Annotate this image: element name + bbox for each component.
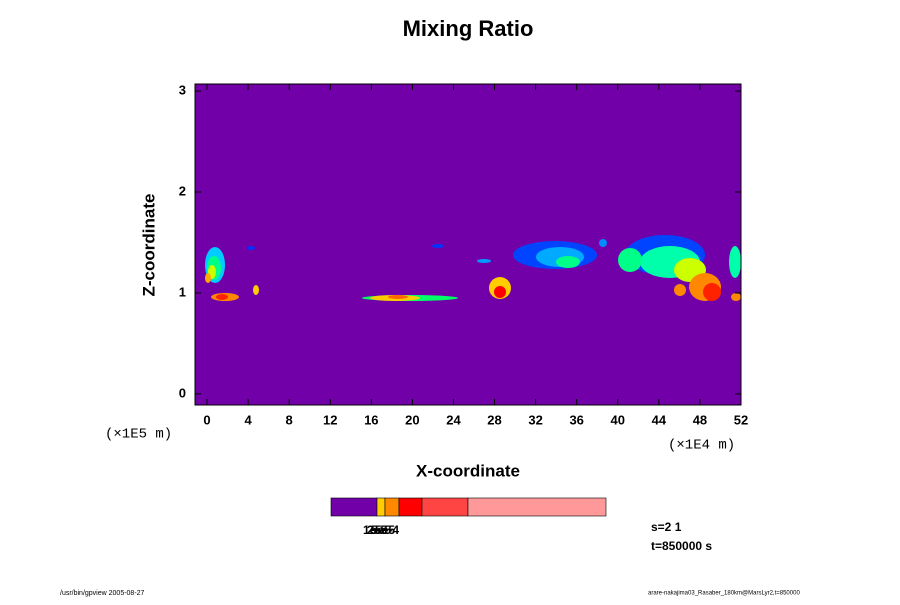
y-tick-label: 0 bbox=[179, 385, 186, 400]
colorbar-segment bbox=[376, 497, 386, 517]
x-tick-label: 0 bbox=[203, 412, 210, 427]
x-tick-label: 4 bbox=[244, 412, 252, 427]
field-feature bbox=[432, 244, 444, 248]
y-tick-label: 3 bbox=[179, 83, 186, 98]
x-tick-label: 52 bbox=[734, 412, 748, 427]
x-tick-label: 32 bbox=[528, 412, 542, 427]
x-tick-label: 24 bbox=[446, 412, 461, 427]
field-feature bbox=[674, 284, 686, 296]
field-feature bbox=[494, 286, 506, 298]
field-feature bbox=[247, 246, 255, 250]
plot-frame bbox=[194, 83, 742, 406]
colorbar-label: 5e-4 bbox=[375, 523, 399, 537]
footer-left: /usr/bin/gpview 2005-08-27 bbox=[60, 590, 145, 597]
field-feature bbox=[388, 295, 408, 299]
colorbar-segment bbox=[421, 497, 469, 517]
y-axis-label: Z-coordinate bbox=[139, 194, 158, 297]
field-feature bbox=[731, 293, 741, 301]
y-tick-label: 2 bbox=[179, 183, 186, 198]
colorbar-label: 5e-5 bbox=[371, 523, 395, 537]
y-unit: (×1E5 m) bbox=[105, 427, 172, 443]
x-tick-label: 12 bbox=[323, 412, 337, 427]
field-feature bbox=[216, 294, 228, 300]
field-feature bbox=[729, 246, 741, 278]
colorbar-label: 2e-5 bbox=[367, 523, 391, 537]
x-axis-label: X-coordinate bbox=[416, 461, 520, 480]
x-tick-label: 48 bbox=[693, 412, 707, 427]
field-feature bbox=[703, 283, 721, 301]
colorbar-segment bbox=[398, 497, 423, 517]
chart-title: Mixing Ratio bbox=[403, 16, 534, 41]
annotation: s=2 1 bbox=[651, 520, 682, 534]
colorbar-segment bbox=[467, 497, 607, 517]
annotation: t=850000 s bbox=[651, 539, 712, 553]
field-feature bbox=[618, 248, 642, 272]
field-feature bbox=[205, 273, 211, 283]
field-feature bbox=[556, 256, 580, 268]
x-tick-label: 36 bbox=[569, 412, 583, 427]
x-tick-label: 28 bbox=[487, 412, 501, 427]
field-feature bbox=[253, 285, 259, 295]
field-feature bbox=[477, 259, 491, 263]
field-feature bbox=[599, 239, 607, 247]
colorbar-segment bbox=[330, 497, 378, 517]
x-tick-label: 8 bbox=[286, 412, 293, 427]
x-tick-label: 20 bbox=[405, 412, 419, 427]
colorbar-segment bbox=[384, 497, 400, 517]
x-tick-label: 40 bbox=[611, 412, 625, 427]
x-tick-label: 44 bbox=[652, 412, 667, 427]
y-tick-label: 1 bbox=[179, 284, 186, 299]
colorbar-label: 1e-5 bbox=[363, 523, 387, 537]
x-unit: (×1E4 m) bbox=[668, 438, 735, 454]
footer-right: arare-nakajima03_Rasaber_180km@MarsLyr2,… bbox=[648, 591, 800, 597]
x-tick-label: 16 bbox=[364, 412, 378, 427]
